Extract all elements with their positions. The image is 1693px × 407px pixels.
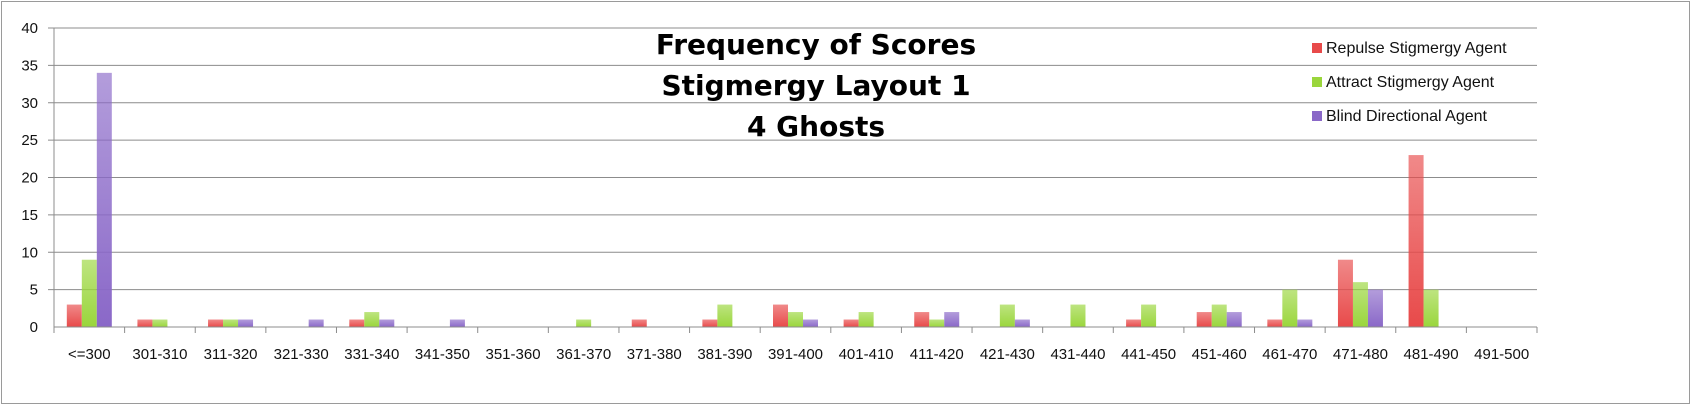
bar-attract-stigmergy-agent (1423, 289, 1439, 327)
x-tick-label: 411-420 (910, 346, 964, 363)
bar-attract-stigmergy-agent (1141, 304, 1157, 327)
y-tick-label: 5 (30, 282, 38, 299)
bar-attract-stigmergy-agent (788, 312, 803, 327)
x-tick-label: 431-440 (1050, 346, 1105, 363)
y-tick-label: 25 (21, 132, 38, 149)
legend-swatch (1312, 111, 1322, 121)
y-tick-labels: 0 5 10 15 20 25 30 35 40 (21, 20, 38, 336)
y-tick-label: 10 (21, 244, 38, 261)
x-tick-label: 451-460 (1192, 346, 1247, 363)
y-tick-label: 40 (21, 20, 38, 37)
x-tick-label: 491-500 (1474, 346, 1529, 363)
legend-swatch (1312, 43, 1322, 53)
bar-attract-stigmergy-agent (364, 312, 380, 327)
x-tick-label: 471-480 (1333, 346, 1388, 363)
legend-swatch (1312, 77, 1322, 87)
x-tick-label: 421-430 (980, 346, 1035, 363)
bar-attract-stigmergy-agent (81, 259, 97, 327)
x-tick-label: 361-370 (556, 346, 611, 363)
x-tick-label: 301-310 (132, 346, 187, 363)
legend-label: Repulse Stigmergy Agent (1326, 40, 1507, 57)
bar-attract-stigmergy-agent (717, 304, 733, 327)
y-tick-label: 15 (21, 207, 38, 224)
bar-repulse-stigmergy-agent (208, 319, 224, 327)
y-tick-label: 30 (21, 95, 38, 112)
y-tick-label: 35 (21, 57, 38, 74)
bar-repulse-stigmergy-agent (702, 319, 718, 327)
x-tick-label: 321-330 (274, 346, 329, 363)
x-tick-label: 311-320 (204, 346, 258, 363)
bar-repulse-stigmergy-agent (631, 319, 647, 327)
x-tick-label: 351-360 (485, 346, 540, 363)
bar-repulse-stigmergy-agent (1337, 259, 1353, 327)
bar-blind-directional-agent (1014, 319, 1030, 327)
bars (66, 72, 1439, 327)
chart-title-line: Stigmergy Layout 1 (661, 69, 970, 102)
x-tick-label: 391-400 (768, 346, 823, 363)
bar-repulse-stigmergy-agent (1267, 319, 1283, 327)
bar-attract-stigmergy-agent (1282, 289, 1298, 327)
chart-title-line: Frequency of Scores (656, 28, 976, 61)
bar-attract-stigmergy-agent (1352, 282, 1368, 327)
bar-blind-directional-agent (96, 72, 112, 327)
x-tick-label: 401-410 (839, 346, 894, 363)
bar-blind-directional-agent (379, 319, 395, 327)
bar-attract-stigmergy-agent (929, 319, 945, 327)
bar-repulse-stigmergy-agent (1196, 312, 1212, 327)
bar-blind-directional-agent (1297, 319, 1313, 327)
legend-label: Attract Stigmergy Agent (1326, 74, 1495, 91)
bar-attract-stigmergy-agent (999, 304, 1015, 327)
x-tick-label: <=300 (68, 346, 111, 363)
axes (53, 28, 1538, 333)
x-tick-label: 481-490 (1404, 346, 1459, 363)
y-tick-label: 0 (30, 319, 38, 336)
bar-repulse-stigmergy-agent (773, 304, 788, 327)
bar-repulse-stigmergy-agent (137, 319, 153, 327)
bar-blind-directional-agent (803, 319, 818, 327)
chart-title-line: 4 Ghosts (747, 110, 885, 143)
bar-attract-stigmergy-agent (152, 319, 168, 327)
bar-repulse-stigmergy-agent (1408, 155, 1424, 327)
bar-blind-directional-agent (944, 312, 960, 327)
bar-blind-directional-agent (238, 319, 254, 327)
x-tick-label: 441-450 (1121, 346, 1176, 363)
bar-repulse-stigmergy-agent (66, 304, 82, 327)
x-tick-label: 371-380 (627, 346, 682, 363)
bar-blind-directional-agent (449, 319, 465, 327)
x-tick-label: 331-340 (344, 346, 399, 363)
x-tick-label: 381-390 (697, 346, 752, 363)
bar-attract-stigmergy-agent (858, 312, 874, 327)
x-tick-label: 461-470 (1262, 346, 1317, 363)
bar-attract-stigmergy-agent (1070, 304, 1086, 327)
bar-repulse-stigmergy-agent (914, 312, 930, 327)
bar-blind-directional-agent (308, 319, 324, 327)
y-tick-label: 20 (21, 170, 38, 187)
gridlines (48, 27, 1537, 291)
x-tick-label: 341-350 (415, 346, 470, 363)
x-tick-labels: <=300 301-310 311-320 321-330 331-340 341-350… (68, 346, 1529, 363)
legend: Repulse Stigmergy Agent Attract Stigmergy… (1312, 40, 1507, 125)
legend-label: Blind Directional Agent (1326, 108, 1488, 125)
chart-title: Frequency of Scores Stigmergy Layout 1 4 G… (656, 28, 976, 143)
bar-attract-stigmergy-agent (223, 319, 239, 327)
bar-attract-stigmergy-agent (1211, 304, 1227, 327)
bar-blind-directional-agent (1367, 289, 1383, 327)
bar-blind-directional-agent (1226, 312, 1242, 327)
bar-attract-stigmergy-agent (576, 319, 592, 327)
bar-repulse-stigmergy-agent (1126, 319, 1142, 327)
bar-repulse-stigmergy-agent (843, 319, 859, 327)
bar-repulse-stigmergy-agent (349, 319, 365, 327)
